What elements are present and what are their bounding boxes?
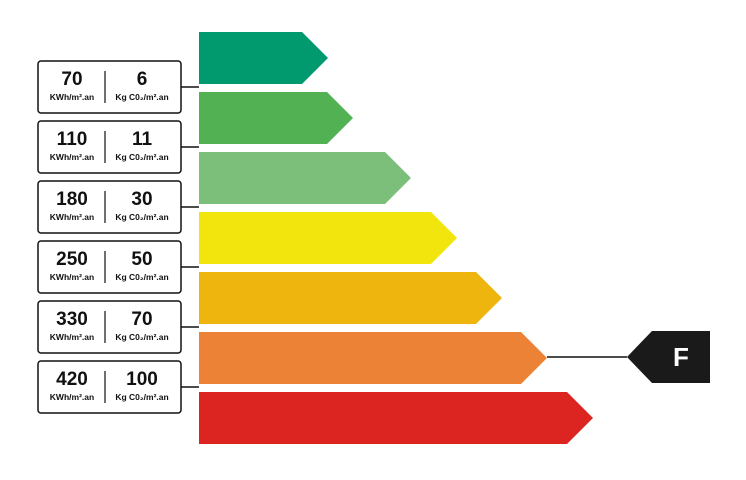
energy-value: 420 [56,369,88,390]
energy-class-bar [199,332,547,384]
rating-marker [627,331,710,383]
energy-class-bar [199,152,411,204]
energy-unit: KWh/m².an [50,272,94,282]
co2-unit: Kg C0₂/m².an [115,272,168,282]
energy-class-bar [199,272,502,324]
co2-value: 6 [137,69,148,90]
co2-unit: Kg C0₂/m².an [115,212,168,222]
co2-unit: Kg C0₂/m².an [115,92,168,102]
threshold-box [37,180,182,234]
co2-value: 11 [132,129,153,150]
energy-unit: KWh/m².an [50,332,94,342]
energy-unit: KWh/m².an [50,92,94,102]
energy-class-bar [199,92,353,144]
threshold-boxes: 70 KWh/m².an 6 Kg C0₂/m².an 110 KWh/m².an 11 Kg… [37,60,199,414]
co2-value: 30 [131,189,152,210]
co2-value: 100 [126,369,158,390]
energy-class-bar [199,32,328,84]
threshold-box [37,120,182,174]
co2-value: 50 [131,249,152,270]
energy-unit: KWh/m².an [50,212,94,222]
energy-unit: KWh/m².an [50,392,94,402]
co2-unit: Kg C0₂/m².an [115,392,168,402]
rating-label: F [673,342,689,372]
threshold-box [37,240,182,294]
energy-class-bar [199,392,593,444]
co2-value: 70 [131,309,152,330]
co2-unit: Kg C0₂/m².an [115,332,168,342]
energy-class-bar [199,212,457,264]
co2-unit: Kg C0₂/m².an [115,152,168,162]
energy-unit: KWh/m².an [50,152,94,162]
threshold-box [37,60,182,114]
energy-value: 70 [61,69,82,90]
energy-value: 250 [56,249,88,270]
threshold-box [37,360,182,414]
threshold-box [37,300,182,354]
energy-value: 330 [56,309,88,330]
energy-value: 110 [57,129,88,150]
energy-value: 180 [56,189,88,210]
